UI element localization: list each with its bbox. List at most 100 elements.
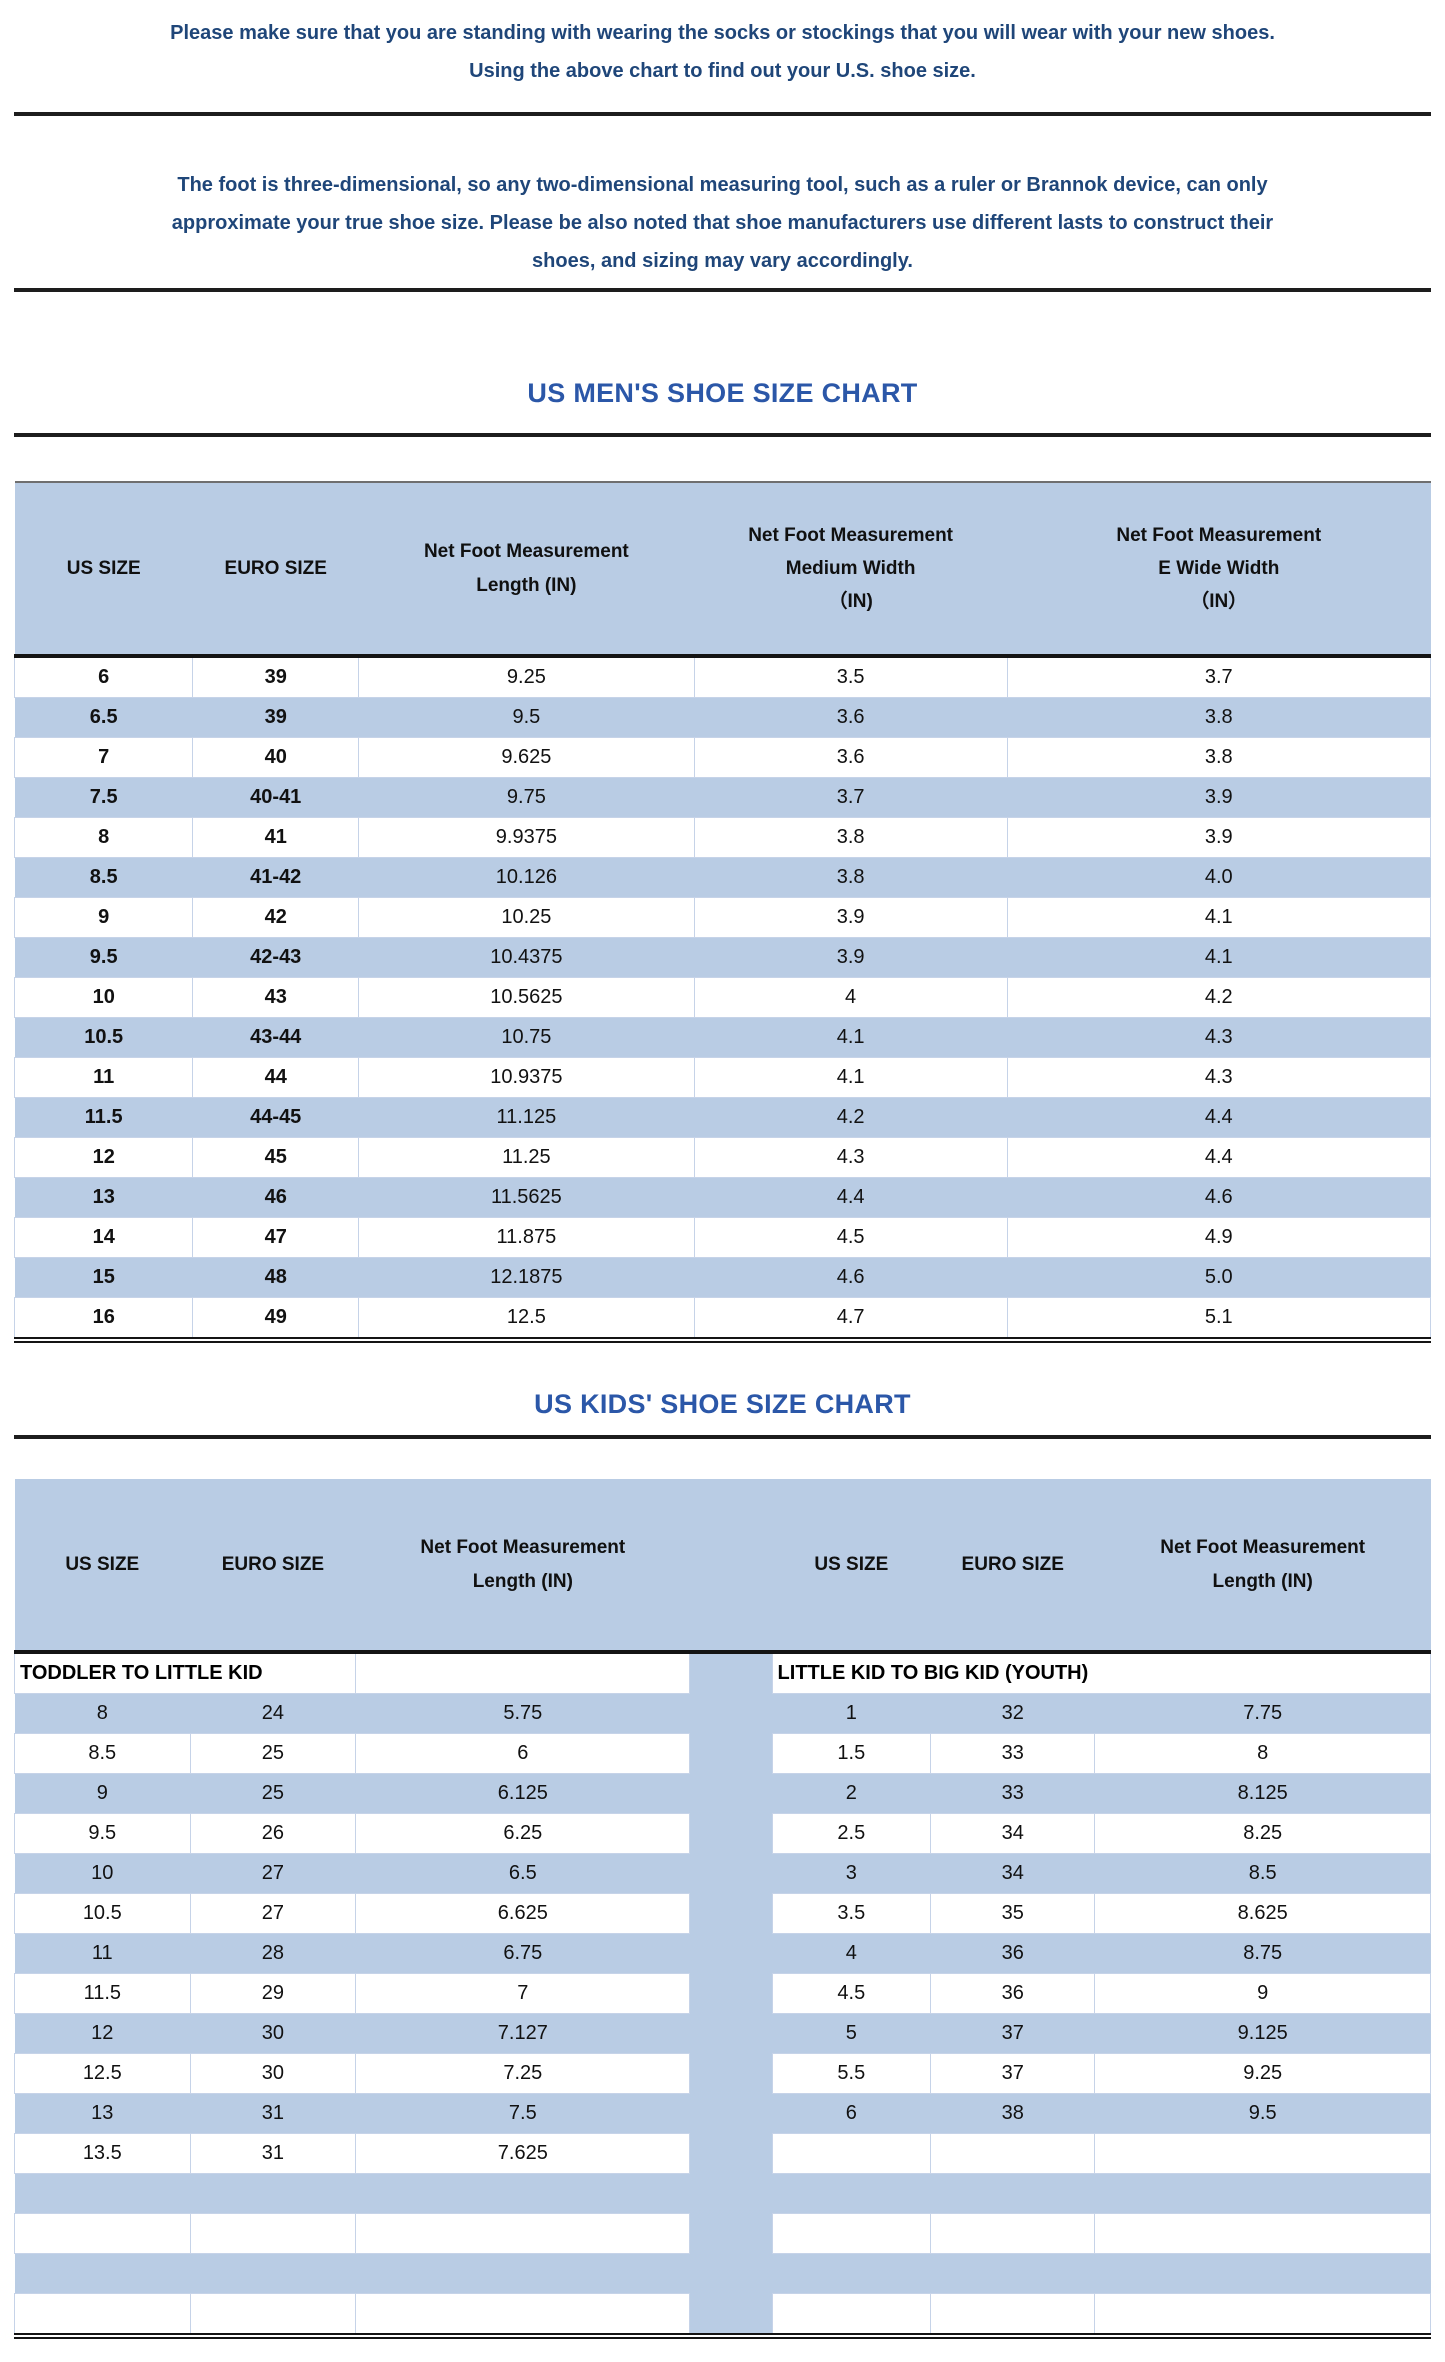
data-cell: 11	[14, 1933, 191, 1974]
data-cell: 36	[930, 1973, 1096, 2014]
data-cell: 8.5	[14, 1733, 191, 1774]
data-cell: 16	[13, 1297, 194, 1343]
data-cell: 3.6	[694, 697, 1008, 738]
spacer-column	[689, 1652, 773, 1694]
text-line: Please make sure that you are standing w…	[170, 22, 1275, 44]
data-cell: 5.1	[1006, 1297, 1432, 1343]
data-cell: 9.125	[1094, 2013, 1431, 2054]
data-cell: 10.5	[14, 1017, 193, 1058]
data-cell	[355, 2173, 690, 2214]
data-cell: 11	[13, 1057, 194, 1098]
data-cell: 40-41	[192, 777, 359, 818]
data-cell: 30	[190, 2013, 356, 2054]
data-cell	[930, 2213, 1096, 2254]
data-cell: 3.5	[693, 655, 1008, 698]
data-cell	[355, 2293, 691, 2339]
data-cell: 4.5	[693, 1217, 1008, 1258]
table-row: 12 45 11.25 4.3 4.4	[13, 1137, 1432, 1178]
data-cell: 3.7	[694, 777, 1008, 818]
data-cell: 36	[930, 1933, 1095, 1974]
data-cell: 35	[930, 1893, 1096, 1934]
data-cell: 5.0	[1007, 1257, 1431, 1298]
data-cell	[771, 2133, 932, 2174]
data-cell: 3.9	[694, 937, 1008, 978]
header-cell: Net Foot Measurement Medium Width （IN)	[694, 481, 1008, 658]
data-cell	[930, 2173, 1095, 2214]
header-cell: Net Foot Measurement Length (IN)	[358, 481, 695, 658]
table-row: 11.5 44-45 11.125 4.2 4.4	[14, 1097, 1431, 1138]
data-cell: 28	[190, 1933, 356, 1974]
table-row: 13 31 7.5 6 38 9.5	[14, 2093, 1431, 2134]
data-cell: 3.9	[1006, 817, 1432, 858]
data-cell: 4.4	[694, 1177, 1008, 1218]
data-cell	[1094, 2213, 1431, 2254]
data-cell: 9	[13, 897, 194, 938]
data-cell: 4.1	[1007, 937, 1431, 978]
spacer-column	[689, 1479, 773, 1654]
data-cell: 4.4	[1007, 1097, 1431, 1138]
spacer-column	[689, 2253, 773, 2294]
data-cell: 2	[772, 1773, 931, 1814]
mens-header-row: US SIZE EURO SIZE Net Foot Measurement Len…	[14, 481, 1431, 658]
data-cell: 6.625	[355, 1893, 691, 1934]
data-cell: 5.5	[771, 2053, 932, 2094]
table-row: 12.5 30 7.25 5.5 37 9.25	[14, 2053, 1431, 2094]
data-cell: 8.5	[14, 857, 193, 898]
data-cell: 4.4	[1006, 1137, 1432, 1178]
data-cell: 4.1	[694, 1017, 1008, 1058]
divider	[14, 1435, 1431, 1439]
data-cell	[189, 2293, 357, 2339]
data-cell: 12.5	[14, 2053, 191, 2094]
data-cell: 8.25	[1094, 1813, 1431, 1854]
data-cell: 30	[189, 2053, 357, 2094]
data-cell: 7.75	[1094, 1693, 1431, 1734]
table-row	[14, 2253, 1431, 2294]
spacer-column	[689, 2173, 773, 2214]
data-cell: 11.5625	[358, 1177, 695, 1218]
data-cell: 9.625	[358, 737, 695, 778]
kids-header-row: US SIZE EURO SIZE Net Foot Measurement Len…	[14, 1479, 1431, 1654]
data-cell	[772, 2173, 931, 2214]
data-cell: 40	[192, 737, 360, 778]
data-cell: 10.5625	[358, 977, 695, 1018]
intro-secondary: The foot is three-dimensional, so any tw…	[14, 166, 1431, 280]
data-cell: 8.75	[1094, 1933, 1431, 1974]
data-cell: 9.9375	[358, 817, 695, 858]
data-cell	[930, 2133, 1096, 2174]
data-cell: 34	[930, 1853, 1095, 1894]
data-cell: 49	[192, 1297, 360, 1343]
mens-chart-title: US MEN'S SHOE SIZE CHART	[527, 378, 918, 408]
data-cell: 38	[930, 2093, 1095, 2134]
data-cell: 4.5	[771, 1973, 932, 2014]
spacer-column	[689, 1733, 773, 1774]
header-cell: US SIZE	[772, 1479, 931, 1654]
data-cell: 5	[772, 2013, 931, 2054]
text-line: The foot is three-dimensional, so any tw…	[177, 174, 1268, 196]
data-cell: 3.9	[1007, 777, 1431, 818]
table-row: 8.5 25 6 1.5 33 8	[14, 1733, 1431, 1774]
data-cell: 5.75	[355, 1693, 690, 1734]
header-cell: US SIZE	[14, 1479, 191, 1654]
data-cell: 42	[192, 897, 360, 938]
data-cell: 9	[1094, 1973, 1431, 2014]
data-cell: 27	[190, 1853, 356, 1894]
data-cell: 10.126	[358, 857, 695, 898]
data-cell: 7.127	[355, 2013, 690, 2054]
spacer-column	[689, 1773, 773, 1814]
table-row: 9.5 42-43 10.4375 3.9 4.1	[14, 937, 1431, 978]
group-header-row: TODDLER TO LITTLE KID LITTLE KID TO BIG K…	[13, 1651, 1432, 1694]
table-row: 9.5 26 6.25 2.5 34 8.25	[14, 1813, 1431, 1854]
header-cell: Net Foot Measurement Length (IN)	[1094, 1479, 1431, 1654]
spacer-column	[689, 2013, 773, 2054]
data-cell: 9.5	[14, 1813, 191, 1854]
data-cell	[1094, 2253, 1431, 2294]
data-cell	[14, 2293, 191, 2339]
data-cell: 12.1875	[358, 1257, 695, 1298]
data-cell: 43	[192, 977, 360, 1018]
data-cell: 13.5	[14, 2133, 191, 2174]
table-row: 14 47 11.875 4.5 4.9	[13, 1217, 1432, 1258]
data-cell: 8	[1094, 1733, 1431, 1774]
data-cell: 10	[13, 977, 194, 1018]
data-cell: 4.1	[693, 1057, 1008, 1098]
spacer-column	[689, 2053, 773, 2094]
